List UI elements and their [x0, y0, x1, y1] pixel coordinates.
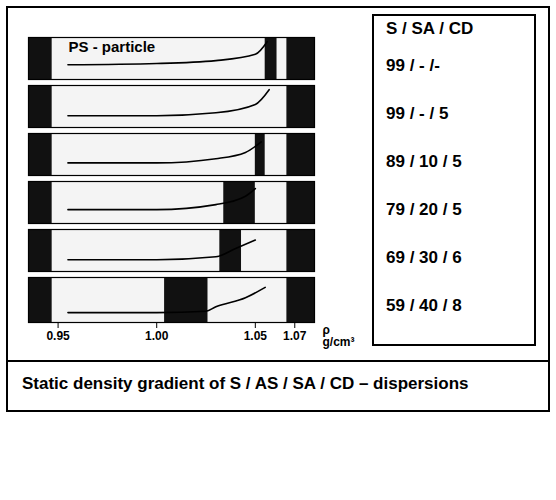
html-text:89 / 10 / 5: 89 / 10 / 5	[386, 152, 462, 171]
svg-text:1.05: 1.05	[244, 329, 268, 343]
svg-text:ρg/cm³: ρg/cm³	[323, 323, 355, 349]
html-text:59 / 40 / 8: 59 / 40 / 8	[386, 296, 462, 315]
svg-text:PS - particle: PS - particle	[69, 38, 156, 55]
html-text:79 / 20 / 5: 79 / 20 / 5	[386, 200, 462, 219]
html-text:99 / - / 5: 99 / - / 5	[386, 104, 449, 123]
html-text:Static density gradient of S /: Static density gradient of S / AS / SA /…	[22, 374, 469, 393]
svg-text:0.95: 0.95	[46, 329, 70, 343]
html-text:69 / 30 / 6: 69 / 30 / 6	[386, 248, 462, 267]
html-text:99 / - /-: 99 / - /-	[386, 56, 440, 75]
svg-text:1.07: 1.07	[283, 329, 307, 343]
svg-text:1.00: 1.00	[145, 329, 169, 343]
html-text:S / SA / CD: S / SA / CD	[386, 19, 474, 38]
